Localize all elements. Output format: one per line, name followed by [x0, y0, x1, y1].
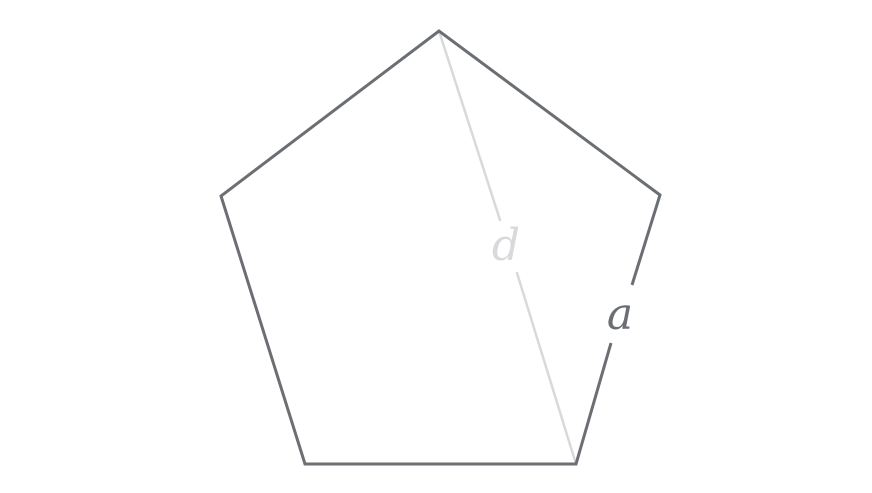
pentagon-outline [219, 29, 662, 466]
side-label: a [607, 289, 633, 340]
diagonal-label: d [492, 220, 520, 271]
diagonal-line-upper [437, 29, 502, 222]
diagonal-line-lower [515, 271, 578, 466]
